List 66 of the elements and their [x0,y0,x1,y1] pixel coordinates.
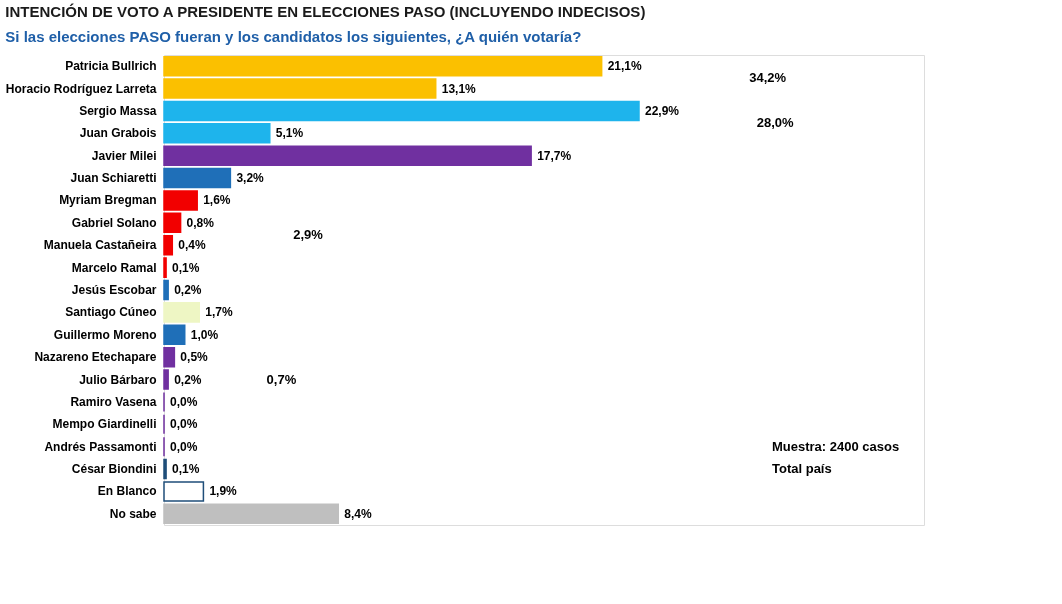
data-label: 0,2% [174,283,202,297]
bar [163,145,532,166]
y-tick-label: César Biondini [71,462,157,477]
y-tick-label: Mempo Giardinelli [52,417,157,432]
y-tick-label: Patricia Bullrich [65,59,157,74]
y-tick-label: Myriam Bregman [59,193,157,208]
y-tick-label: Juan Schiaretti [70,171,157,186]
data-label: 1,0% [190,327,219,342]
y-tick-label: Horacio Rodríguez Larreta [5,81,157,96]
data-label: 1,6% [203,193,231,208]
data-label: 0,0% [170,439,198,454]
data-label: 3,2% [236,171,265,186]
chart-title: INTENCIÓN DE VOTO A PRESIDENTE EN ELECCIONES PASO (INCLUYENDO INDECISOS) [5,3,646,20]
data-label: 13,1% [441,81,477,96]
text: Muestra: 2400 casos [772,438,900,454]
text: 34,2% [749,70,787,86]
text: 28,0% [756,114,795,130]
y-tick-label: Guillermo Moreno [53,327,157,342]
y-tick-label: Santiago Cúneo [65,305,157,320]
data-label: 0,5% [180,350,209,365]
data-label: 0,4% [178,238,206,253]
data-label: 5,1% [275,126,304,141]
y-tick-label: Nazareno Etechapare [34,350,157,365]
y-tick-label: No sabe [109,506,157,521]
data-label: 0,0% [170,394,198,409]
bar [163,212,182,234]
bar [163,302,201,323]
data-label: 0,1% [172,462,200,477]
data-label: 0,1% [172,260,200,275]
y-tick-label: Manuela Castañeira [43,238,157,253]
bar [163,503,339,525]
y-tick-label: Javier Milei [91,148,157,163]
bar [163,55,603,77]
chart-subtitle: Si las elecciones PASO fueran y los candidatos los siguientes, ¿A quién votaría? [5,28,582,45]
annotation: 0,7% [266,371,297,387]
y-tick-label: Gabriel Solano [71,215,157,230]
data-label: 22,9% [645,103,680,118]
y-tick-label: Marcelo Ramal [71,260,157,275]
bar [163,100,640,122]
data-label: 1,9% [209,484,238,499]
bar [163,346,176,368]
y-tick-label: Sergio Massa [79,103,157,118]
data-label: 1,7% [205,305,233,320]
bar [163,324,186,346]
bar [163,190,198,211]
bar [163,481,205,502]
bar [163,458,167,480]
data-label: 21,1% [607,59,643,74]
data-label: 17,7% [537,148,572,163]
bar [163,123,271,144]
data-label: 0,8% [186,215,215,230]
y-tick-label: Juan Grabois [79,126,157,141]
bar [163,369,169,390]
data-label: 0,0% [170,417,198,432]
bar [163,167,232,189]
bar [163,279,169,301]
y-tick-label: Andrés Passamonti [44,439,157,454]
text: Total país [772,461,832,477]
data-label: 8,4% [344,506,372,521]
annotation: 2,9% [293,226,324,242]
bar [163,78,437,99]
y-tick-label: En Blanco [97,484,157,499]
y-tick-label: Jesús Escobar [71,283,157,297]
y-tick-label: Ramiro Vasena [70,394,157,409]
data-label: 0,2% [174,372,202,387]
y-tick-label: Julio Bárbaro [79,372,157,387]
